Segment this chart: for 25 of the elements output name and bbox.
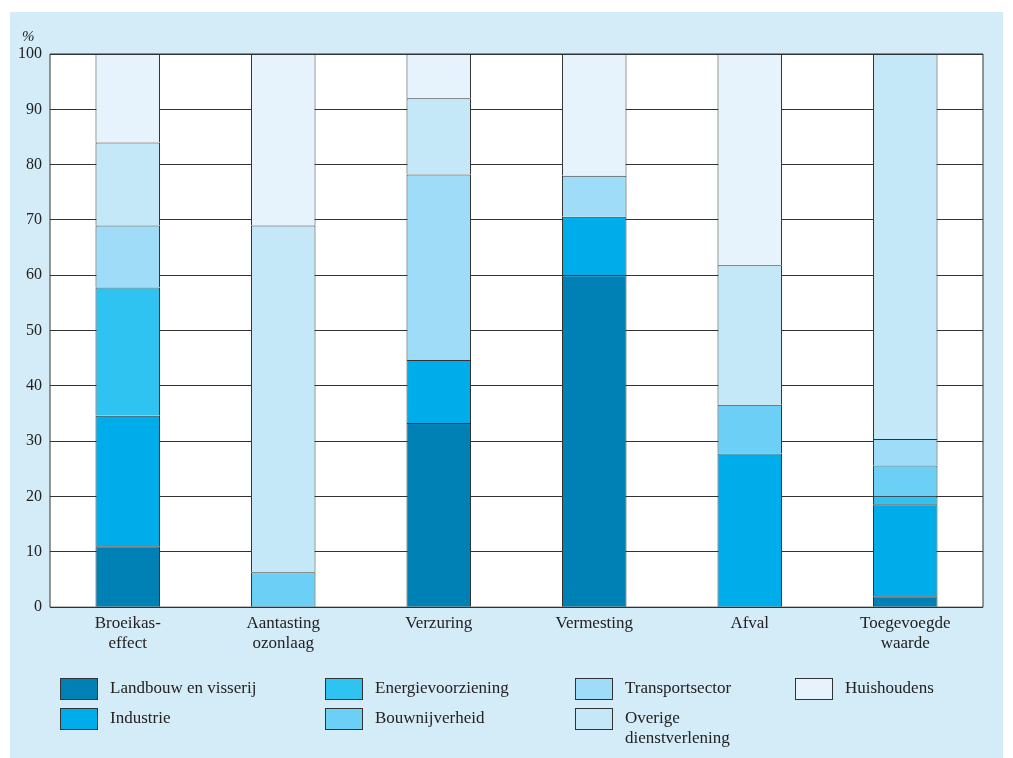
y-tick-label: 10 bbox=[26, 542, 42, 560]
legend-label: Landbouw en visserij bbox=[110, 678, 257, 698]
y-tick-label: 0 bbox=[34, 597, 42, 615]
y-axis-title: % bbox=[22, 28, 35, 45]
x-tick-label: Verzuring bbox=[405, 612, 473, 632]
legend-label: Energievoorziening bbox=[375, 678, 509, 698]
y-tick-label: 60 bbox=[26, 265, 42, 283]
x-tick-label: Afval bbox=[730, 612, 770, 632]
x-tick-label: Broeikas- effect bbox=[94, 612, 162, 653]
y-tick-label: 90 bbox=[26, 99, 42, 117]
y-tick-label: 20 bbox=[26, 486, 42, 504]
legend-label: Bouwnijverheid bbox=[375, 708, 485, 728]
x-tick-label: Toegevoegde waarde bbox=[860, 612, 951, 653]
x-tick-label: Vermesting bbox=[555, 612, 634, 632]
legend-label: Industrie bbox=[110, 708, 171, 728]
legend-label: Overige dienstverlening bbox=[625, 708, 731, 748]
y-tick-label: 30 bbox=[26, 431, 42, 449]
y-tick-label: 70 bbox=[26, 210, 42, 228]
x-tick-label: Aantasting ozonlaag bbox=[246, 612, 321, 653]
y-tick-label: 80 bbox=[26, 154, 42, 172]
y-tick-label: 100 bbox=[18, 44, 42, 62]
y-tick-label: 40 bbox=[26, 376, 42, 394]
y-tick-label: 50 bbox=[26, 320, 42, 338]
legend-label: Huishoudens bbox=[845, 678, 934, 698]
legend-label: Transportsector bbox=[625, 678, 732, 698]
